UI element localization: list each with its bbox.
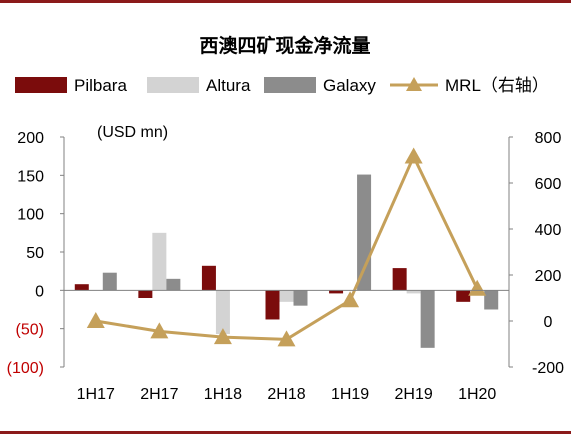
x-tick-label-2h17: 2H17 bbox=[140, 386, 178, 403]
bar-galaxy-2h17 bbox=[166, 278, 181, 291]
bar-pilbara-1h19 bbox=[329, 290, 344, 294]
left-tick-label: 50 bbox=[26, 245, 44, 262]
left-tick-label: (50) bbox=[16, 322, 44, 339]
top-rule bbox=[0, 0, 571, 3]
legend-swatch-altura bbox=[147, 77, 199, 93]
legend-marker-mrl bbox=[406, 77, 422, 91]
legend: Pilbara Altura Galaxy MRL（右轴） bbox=[15, 76, 549, 95]
left-tick-label: 0 bbox=[35, 283, 44, 300]
bar-galaxy-1h17 bbox=[102, 272, 117, 291]
left-tick-label: 150 bbox=[17, 168, 44, 185]
mrl-point-2h17 bbox=[150, 322, 169, 339]
bar-pilbara-1h17 bbox=[74, 284, 89, 291]
bottom-rule bbox=[0, 431, 571, 434]
left-tick-label: (100) bbox=[7, 360, 44, 377]
bar-pilbara-1h20 bbox=[456, 290, 471, 302]
left-tick-label: 100 bbox=[17, 207, 44, 224]
bar-galaxy-1h19 bbox=[357, 174, 372, 291]
x-tick-label-1h17: 1H17 bbox=[77, 386, 115, 403]
legend-label-pilbara: Pilbara bbox=[74, 76, 127, 95]
unit-label: (USD mn) bbox=[97, 124, 168, 141]
bar-pilbara-1h18 bbox=[201, 265, 216, 291]
right-tick-label: 800 bbox=[535, 130, 562, 147]
chart-title: 西澳四矿现金净流量 bbox=[199, 34, 370, 57]
bars bbox=[74, 174, 499, 348]
mrl-point-1h19 bbox=[341, 291, 360, 308]
bar-pilbara-2h19 bbox=[392, 268, 407, 291]
mrl-point-2h19 bbox=[404, 147, 423, 164]
legend-swatch-galaxy bbox=[264, 77, 316, 93]
bar-altura-1h18 bbox=[215, 290, 230, 335]
legend-label-mrl-: MRL（右轴） bbox=[445, 76, 549, 95]
bar-galaxy-2h19 bbox=[420, 290, 435, 348]
bar-galaxy-1h20 bbox=[484, 290, 499, 310]
mrl-point-2h18 bbox=[277, 330, 296, 347]
bar-galaxy-2h18 bbox=[293, 290, 308, 306]
right-tick-label: -200 bbox=[532, 360, 564, 377]
right-tick-label: 600 bbox=[535, 176, 562, 193]
mrl-line bbox=[86, 147, 487, 347]
x-tick-label-1h20: 1H20 bbox=[458, 386, 496, 403]
x-tick-label-2h19: 2H19 bbox=[395, 386, 433, 403]
bar-pilbara-2h18 bbox=[265, 290, 280, 320]
left-tick-label: 200 bbox=[17, 130, 44, 147]
bar-altura-2h17 bbox=[152, 232, 167, 291]
legend-swatch-pilbara bbox=[15, 77, 67, 93]
mrl-point-1h18 bbox=[213, 328, 232, 345]
x-tick-label-2h18: 2H18 bbox=[267, 386, 305, 403]
mrl-point-1h17 bbox=[86, 312, 105, 328]
legend-label-altura: Altura bbox=[206, 76, 251, 95]
left-axis: 200 150 100 50 0 (50) (100) bbox=[7, 130, 65, 377]
mrl-point-1h20 bbox=[468, 279, 487, 296]
right-tick-label: 400 bbox=[535, 222, 562, 239]
x-tick-label-1h19: 1H19 bbox=[331, 386, 369, 403]
right-axis: 800 600 400 200 0 -200 bbox=[508, 130, 564, 377]
right-tick-label: 200 bbox=[535, 268, 562, 285]
bar-altura-2h18 bbox=[279, 290, 294, 302]
bar-pilbara-2h17 bbox=[138, 290, 153, 298]
right-tick-label: 0 bbox=[544, 314, 553, 331]
x-tick-label-1h18: 1H18 bbox=[204, 386, 242, 403]
legend-label-galaxy: Galaxy bbox=[323, 76, 376, 95]
bar-altura-2h19 bbox=[406, 290, 421, 294]
x-axis: 1H17 2H17 1H18 2H18 1H19 2H19 1H20 bbox=[64, 289, 509, 403]
